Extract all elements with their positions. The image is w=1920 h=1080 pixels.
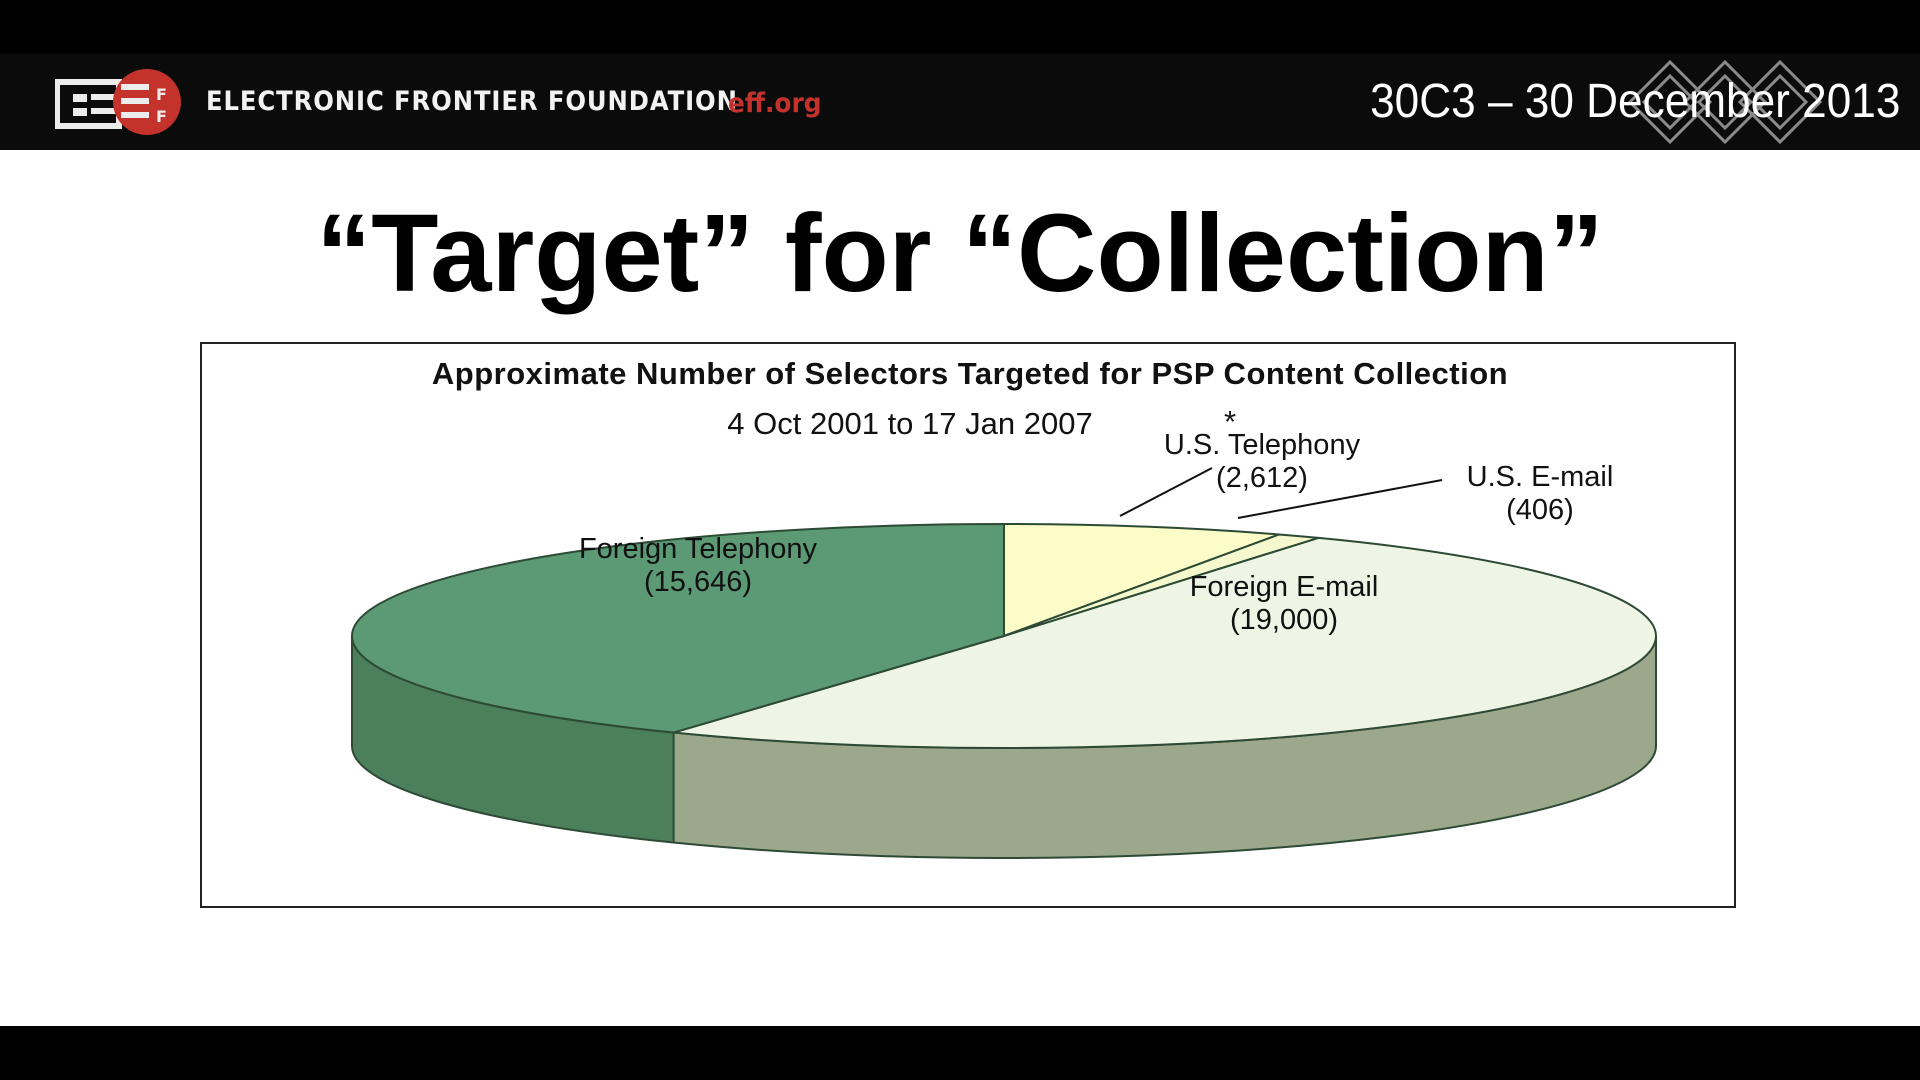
svg-text:F: F (156, 85, 167, 104)
slice-value-foreign-telephony: (15,646) (644, 566, 752, 598)
leader-line-u-s-telephony (1119, 467, 1213, 517)
slice-label-u-s-e-mail: U.S. E-mail (1467, 461, 1614, 493)
bottom-bar (0, 1026, 1920, 1080)
pie-slice-foreign-e-mail (673, 536, 1657, 749)
svg-text:F: F (156, 107, 167, 126)
slice-label-foreign-telephony: Foreign Telephony (579, 533, 818, 565)
slice-value-u-s-telephony: (2,612) (1216, 462, 1308, 494)
slice-value-foreign-e-mail: (19,000) (1230, 604, 1338, 636)
org-name: ELECTRONIC FRONTIER FOUNDATION (206, 86, 738, 117)
pie-slice-u-s-telephony (1003, 522, 1280, 638)
event-pattern-icon (1627, 59, 1823, 145)
chart-footnote-marker: * (1224, 404, 1237, 439)
slide-title: “Target” for “Collection” (316, 192, 1604, 315)
slice-label-foreign-e-mail: Foreign E-mail (1190, 571, 1379, 603)
pie-chart: U.S. Telephony(2,612) U.S. E-mail(406) For… (351, 429, 1657, 859)
pie-slice-foreign-telephony (351, 522, 1005, 734)
event-date: 30C3 – 30 December 2013 (1369, 75, 1900, 128)
header-bar (0, 54, 1920, 150)
chart-subtitle: 4 Oct 2001 to 17 Jan 2007 (727, 406, 1093, 441)
slide: “Target” for “Collection” U.S. Telephony… (0, 150, 1920, 1026)
slice-value-u-s-e-mail: (406) (1506, 494, 1574, 526)
chart-frame: U.S. Telephony (2,612) U.S. E-mail (406) For… (200, 342, 1736, 908)
leader-line-u-s-e-mail (1237, 479, 1443, 519)
eff-logo-icon: F F (55, 69, 181, 135)
chart-title: Approximate Number of Selectors Targeted… (431, 356, 1509, 391)
slice-label-u-s-telephony: U.S. Telephony (1164, 429, 1361, 461)
org-url-link[interactable]: eff.org (728, 88, 822, 119)
